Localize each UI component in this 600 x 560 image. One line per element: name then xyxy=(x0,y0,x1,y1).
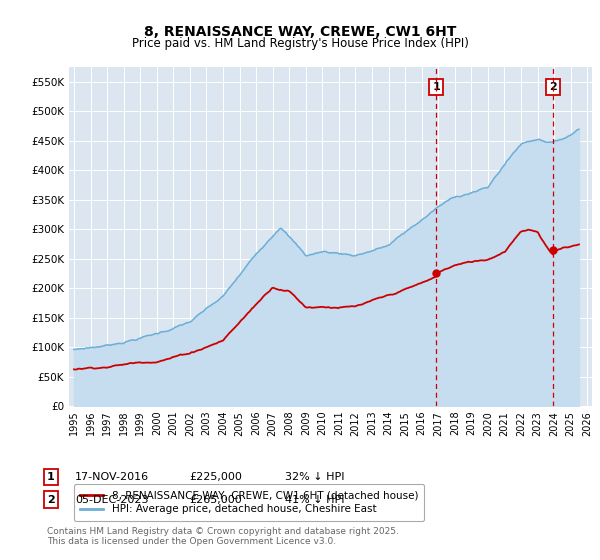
Text: 1: 1 xyxy=(433,82,440,92)
Text: Contains HM Land Registry data © Crown copyright and database right 2025.
This d: Contains HM Land Registry data © Crown c… xyxy=(47,527,398,546)
Text: 2: 2 xyxy=(47,494,55,505)
Text: 2: 2 xyxy=(549,82,557,92)
Text: 17-NOV-2016: 17-NOV-2016 xyxy=(75,472,149,482)
Legend: 8, RENAISSANCE WAY, CREWE, CW1 6HT (detached house), HPI: Average price, detache: 8, RENAISSANCE WAY, CREWE, CW1 6HT (deta… xyxy=(74,484,424,521)
Text: £265,000: £265,000 xyxy=(189,494,242,505)
Text: 41% ↓ HPI: 41% ↓ HPI xyxy=(285,494,344,505)
Text: £225,000: £225,000 xyxy=(189,472,242,482)
Text: Price paid vs. HM Land Registry's House Price Index (HPI): Price paid vs. HM Land Registry's House … xyxy=(131,37,469,50)
Text: 32% ↓ HPI: 32% ↓ HPI xyxy=(285,472,344,482)
Text: 1: 1 xyxy=(47,472,55,482)
Text: 05-DEC-2023: 05-DEC-2023 xyxy=(75,494,149,505)
Text: 8, RENAISSANCE WAY, CREWE, CW1 6HT: 8, RENAISSANCE WAY, CREWE, CW1 6HT xyxy=(144,26,456,39)
